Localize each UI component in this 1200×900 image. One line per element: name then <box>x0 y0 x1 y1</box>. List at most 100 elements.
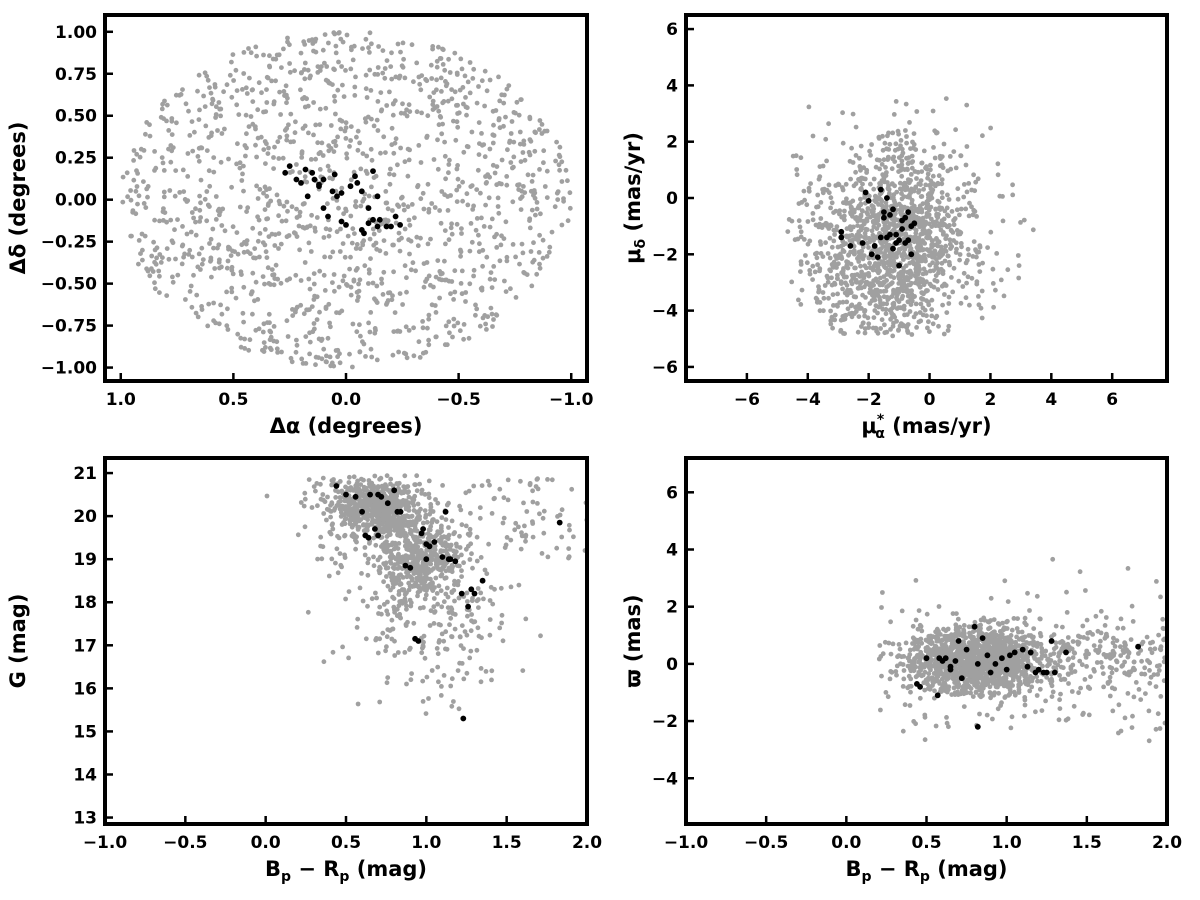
field-point <box>285 208 290 214</box>
field-point <box>452 626 458 632</box>
field-point <box>157 218 162 224</box>
field-point <box>919 160 925 166</box>
field-point <box>529 179 535 184</box>
field-point <box>433 310 439 315</box>
field-point <box>522 270 528 276</box>
field-point <box>926 302 932 308</box>
field-point <box>350 509 356 514</box>
field-point <box>870 236 876 242</box>
field-point <box>969 275 975 281</box>
member-point <box>388 223 394 230</box>
field-point <box>323 105 329 111</box>
field-point <box>331 139 336 145</box>
field-point <box>330 526 336 532</box>
field-point <box>414 234 420 240</box>
field-point <box>848 176 853 182</box>
field-point <box>474 187 480 193</box>
field-point <box>356 288 362 294</box>
field-point <box>414 560 420 565</box>
field-point <box>928 178 934 184</box>
field-point <box>355 616 361 622</box>
field-point <box>255 107 261 113</box>
field-point <box>345 233 351 239</box>
field-point <box>426 527 432 533</box>
field-point <box>934 257 939 262</box>
field-point <box>494 182 500 188</box>
field-point <box>311 100 316 105</box>
field-point <box>807 268 813 273</box>
field-point <box>287 61 292 66</box>
field-point <box>429 76 435 81</box>
field-point <box>905 161 911 167</box>
field-point <box>522 190 528 196</box>
field-point <box>966 213 972 219</box>
field-point <box>817 300 823 305</box>
field-point <box>390 584 396 590</box>
field-point <box>449 231 455 237</box>
field-point <box>297 209 303 215</box>
field-point <box>294 162 299 167</box>
field-point <box>516 524 521 530</box>
field-point <box>266 311 272 317</box>
field-point <box>347 474 352 480</box>
field-point <box>453 137 459 143</box>
field-point <box>284 125 290 131</box>
field-point <box>829 275 834 281</box>
field-point <box>442 153 448 159</box>
field-point <box>377 699 383 705</box>
field-point <box>487 617 493 622</box>
field-point <box>191 272 196 278</box>
field-point <box>409 584 415 589</box>
field-point <box>451 323 457 329</box>
field-point <box>513 520 519 526</box>
field-point <box>911 314 917 320</box>
field-point <box>435 664 441 670</box>
field-point <box>329 556 335 562</box>
field-point <box>497 98 503 104</box>
field-point <box>446 525 451 530</box>
field-point <box>289 204 295 210</box>
y-tick-label: −6 <box>652 358 678 378</box>
field-point <box>828 222 833 228</box>
field-point <box>262 281 267 287</box>
field-point <box>390 540 395 546</box>
field-point <box>263 161 268 167</box>
field-point <box>327 529 333 535</box>
field-point <box>311 48 316 54</box>
field-point <box>292 68 297 74</box>
field-point <box>202 196 208 202</box>
field-point <box>919 169 925 175</box>
field-point <box>490 140 496 146</box>
field-point <box>521 500 526 506</box>
x-tick-label: 1.5 <box>492 833 522 853</box>
field-point <box>381 238 387 244</box>
field-point <box>412 493 418 499</box>
field-point <box>387 181 393 187</box>
field-point <box>384 58 390 63</box>
field-point <box>322 254 327 260</box>
field-point <box>454 187 460 193</box>
member-point <box>556 519 563 526</box>
field-point <box>1009 627 1015 633</box>
field-point <box>426 696 431 701</box>
field-point <box>350 534 356 540</box>
field-point <box>411 325 416 331</box>
field-point <box>321 346 327 352</box>
field-point <box>858 213 864 219</box>
field-point <box>264 193 270 199</box>
field-point <box>374 357 380 363</box>
field-point <box>363 36 369 42</box>
field-point <box>161 168 167 173</box>
field-point <box>454 72 460 77</box>
member-point <box>374 223 381 230</box>
field-point <box>899 285 905 290</box>
field-point <box>471 267 477 273</box>
member-point <box>896 237 902 244</box>
field-point <box>394 575 399 581</box>
member-point <box>311 176 318 183</box>
field-point <box>371 496 377 501</box>
field-point <box>464 144 470 149</box>
field-point <box>217 212 222 218</box>
field-point <box>199 245 205 251</box>
member-point <box>365 220 372 227</box>
